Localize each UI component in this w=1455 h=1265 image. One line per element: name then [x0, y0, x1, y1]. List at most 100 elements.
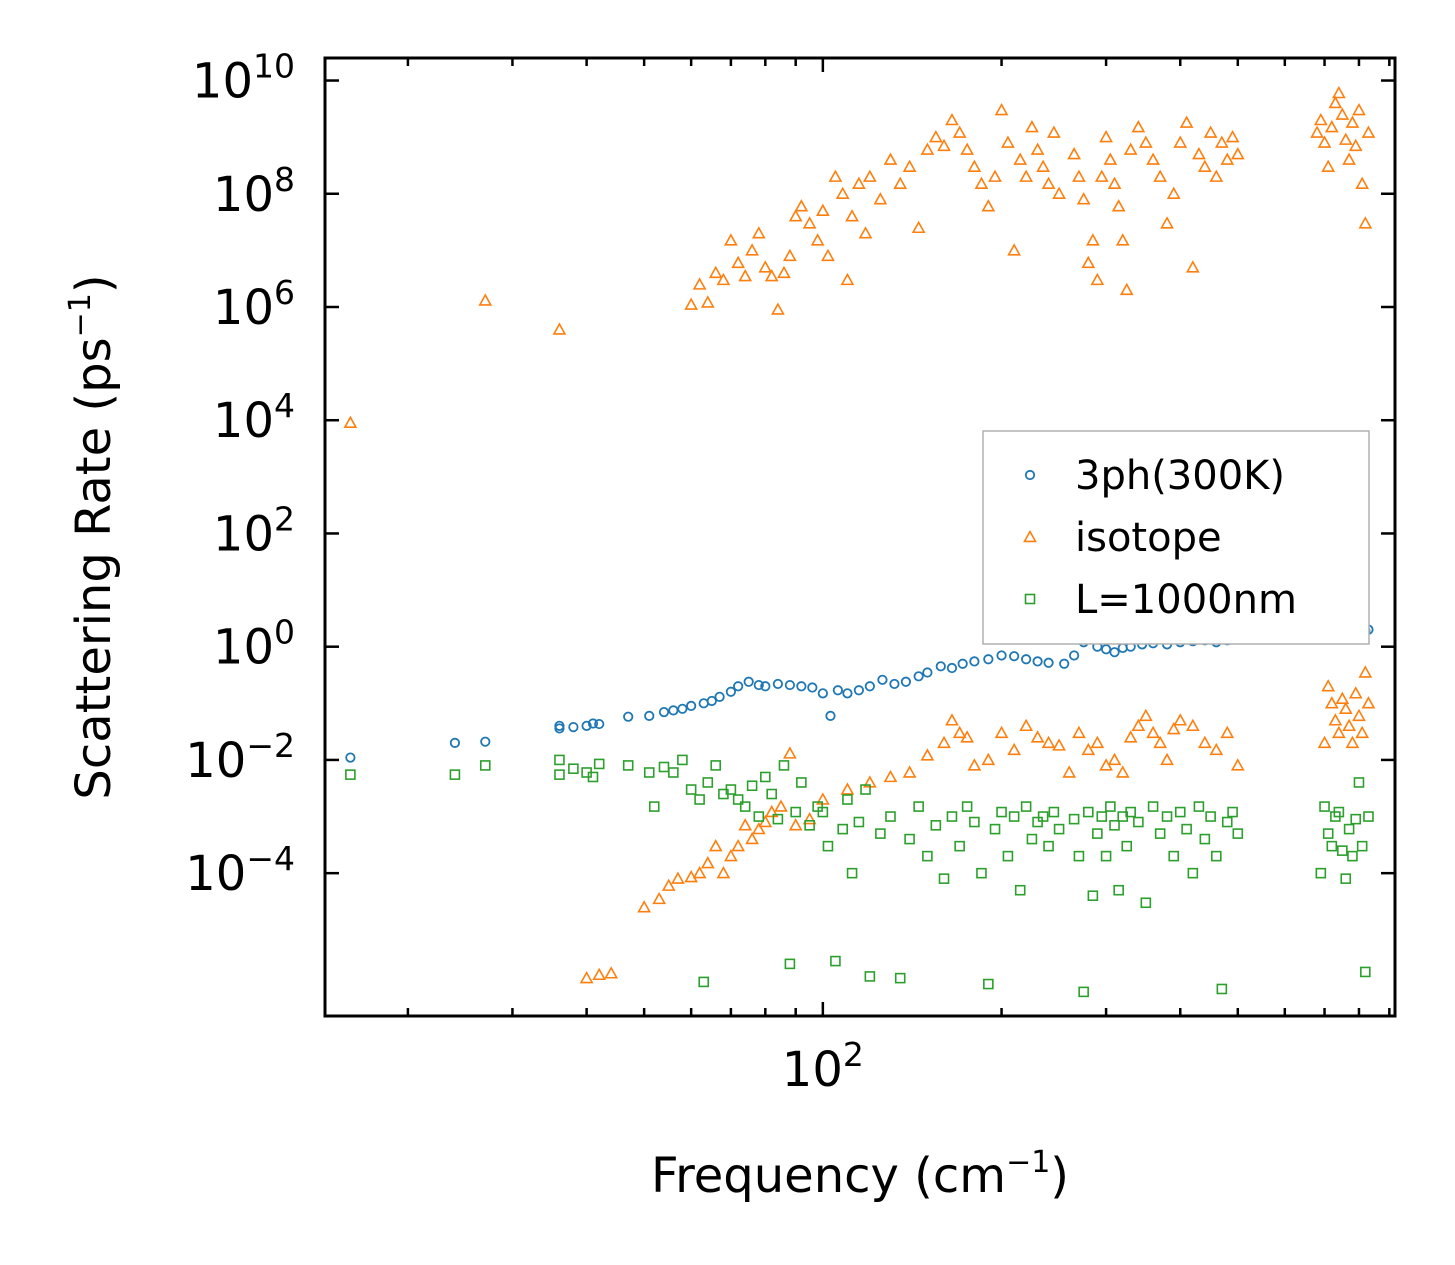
data-point — [1041, 176, 1056, 189]
data-point — [840, 782, 855, 795]
data-point — [788, 209, 803, 222]
data-point — [554, 769, 565, 780]
data-point — [449, 769, 461, 780]
data-point — [644, 710, 655, 721]
data-point — [960, 730, 974, 743]
data-point — [988, 169, 1002, 182]
data-point — [731, 839, 746, 852]
data-point — [883, 152, 898, 165]
data-point — [1343, 823, 1355, 835]
data-point — [686, 700, 697, 712]
data-point — [731, 255, 746, 269]
data-point — [1361, 696, 1376, 709]
legend-marker — [1024, 593, 1036, 605]
data-point — [1160, 216, 1174, 229]
data-point — [1069, 650, 1080, 661]
data-point — [554, 754, 565, 766]
data-point — [1347, 850, 1358, 862]
data-point — [1321, 159, 1336, 172]
data-point — [479, 760, 491, 771]
data-point — [1147, 801, 1159, 812]
data-point — [1009, 651, 1020, 662]
data-point — [976, 867, 987, 879]
data-point — [708, 839, 723, 852]
data-point — [1026, 833, 1038, 845]
data-point — [702, 777, 714, 788]
data-point — [821, 248, 835, 262]
data-point — [1185, 260, 1200, 273]
data-point — [1105, 801, 1116, 812]
data-point — [708, 265, 723, 279]
data-point — [716, 272, 731, 286]
data-point — [1220, 725, 1235, 739]
data-point — [952, 125, 967, 138]
data-point — [1081, 742, 1096, 756]
legend-box — [982, 430, 1370, 645]
data-point — [1337, 845, 1348, 856]
data-point — [860, 784, 871, 795]
legend-item: 3ph(300K) — [1024, 453, 1285, 499]
data-point — [648, 801, 660, 812]
data-point — [777, 265, 791, 279]
data-point — [983, 978, 994, 990]
y-tick-label: 104 — [213, 386, 295, 449]
data-point — [937, 138, 951, 152]
data-point — [840, 272, 855, 286]
data-point — [1328, 95, 1343, 109]
data-point — [1197, 735, 1212, 749]
data-point — [774, 799, 788, 812]
data-point — [815, 203, 830, 217]
plot-frame — [323, 56, 1397, 1018]
data-point — [1100, 644, 1112, 655]
data-point — [658, 706, 670, 718]
data-point — [1092, 828, 1103, 839]
data-point — [592, 967, 607, 981]
data-point — [1335, 107, 1350, 120]
data-point — [922, 850, 933, 862]
data-point — [913, 801, 924, 812]
ticks-layer: 102 1010 108 106 104 102 100 10−2 10−4 — [185, 47, 1395, 1098]
data-point — [1328, 713, 1343, 726]
data-point — [593, 758, 605, 770]
data-point — [1113, 884, 1124, 896]
data-point — [637, 900, 652, 913]
data-point — [1131, 718, 1146, 732]
data-point — [983, 654, 994, 665]
data-point — [661, 878, 676, 891]
data-point — [981, 752, 996, 766]
data-point — [745, 243, 759, 256]
y-tick-label: 10−4 — [185, 839, 295, 902]
legend-marker — [1024, 469, 1036, 481]
data-point — [996, 650, 1007, 661]
data-point — [1332, 725, 1346, 739]
data-point — [725, 686, 736, 697]
data-point — [1210, 850, 1222, 862]
data-point — [935, 661, 946, 672]
data-point — [1086, 233, 1100, 246]
legend-item: L=1000nm — [1024, 577, 1297, 623]
data-point — [828, 169, 843, 182]
data-point — [1030, 730, 1045, 743]
series-square — [345, 754, 1374, 998]
data-point — [783, 746, 797, 759]
data-point — [668, 767, 679, 778]
data-point — [852, 176, 866, 189]
x-axis-label: Frequency (cm−1) — [651, 1145, 1069, 1204]
legend-marker — [1023, 529, 1037, 543]
data-point — [449, 737, 461, 748]
data-point — [772, 813, 784, 825]
data-point — [725, 784, 737, 795]
data-point — [1220, 152, 1235, 165]
data-point — [952, 725, 967, 739]
data-point — [858, 226, 873, 239]
data-point — [1036, 159, 1050, 172]
data-point — [1363, 811, 1374, 822]
data-point — [552, 322, 567, 335]
data-point — [1083, 806, 1094, 818]
data-point — [1021, 654, 1032, 665]
data-point — [1043, 657, 1054, 668]
data-point — [784, 679, 795, 691]
data-point — [1342, 152, 1356, 165]
data-point — [1209, 742, 1224, 756]
data-point — [853, 685, 864, 696]
